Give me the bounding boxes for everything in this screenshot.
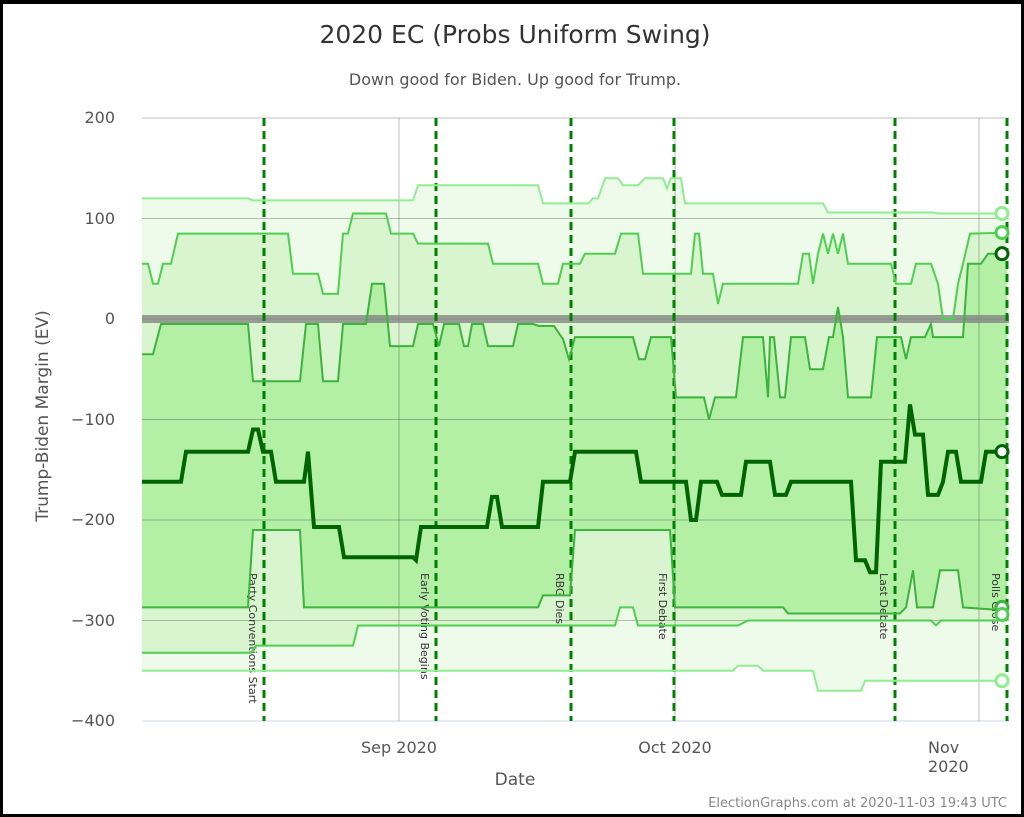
chart-title: 2020 EC (Probs Uniform Swing) [319, 20, 711, 49]
lower-1sigma-line [142, 529, 1008, 615]
lower-2sigma-line [142, 606, 1007, 654]
lower-outer-end-marker [994, 673, 1010, 689]
y-tick-minus400: −400 [71, 711, 115, 730]
y-tick-minus100: −100 [71, 410, 115, 429]
upper-1sigma-end-marker [994, 225, 1010, 241]
y-tick-200: 200 [84, 108, 115, 127]
x-tick-nov: Nov 2020 [928, 738, 969, 776]
event-label: Last Debate [877, 573, 890, 640]
median-line [142, 404, 1007, 575]
y-axis-label: Trump-Biden Margin (EV) [33, 310, 53, 522]
median-end-marker [994, 444, 1010, 460]
plot-area: Party Conventions Start Early Voting Begi… [142, 117, 1010, 722]
chart-subtitle: Down good for Biden. Up good for Trump. [348, 70, 682, 89]
upper-2sigma-end-marker [994, 205, 1010, 221]
inner-upper-line [142, 252, 1007, 420]
y-tick-0: 0 [104, 309, 115, 328]
credit-text: ElectionGraphs.com at 2020-11-03 19:43 U… [708, 796, 1007, 811]
y-tick-minus300: −300 [71, 611, 115, 630]
x-axis-label: Date [494, 770, 536, 790]
inner-upper-end-marker [994, 246, 1010, 262]
y-tick-100: 100 [84, 209, 115, 228]
x-tick-sep: Sep 2020 [361, 738, 437, 757]
lower-2sigma-end-marker [994, 606, 1010, 622]
lower-outer-line [142, 664, 1007, 692]
upper-1sigma-line [142, 212, 1008, 320]
y-tick-minus200: −200 [71, 510, 115, 529]
event-label: First Debate [656, 573, 669, 640]
upper-2sigma-line [142, 177, 1007, 215]
x-tick-oct: Oct 2020 [638, 738, 712, 757]
event-label: RBG Dies [553, 573, 566, 624]
